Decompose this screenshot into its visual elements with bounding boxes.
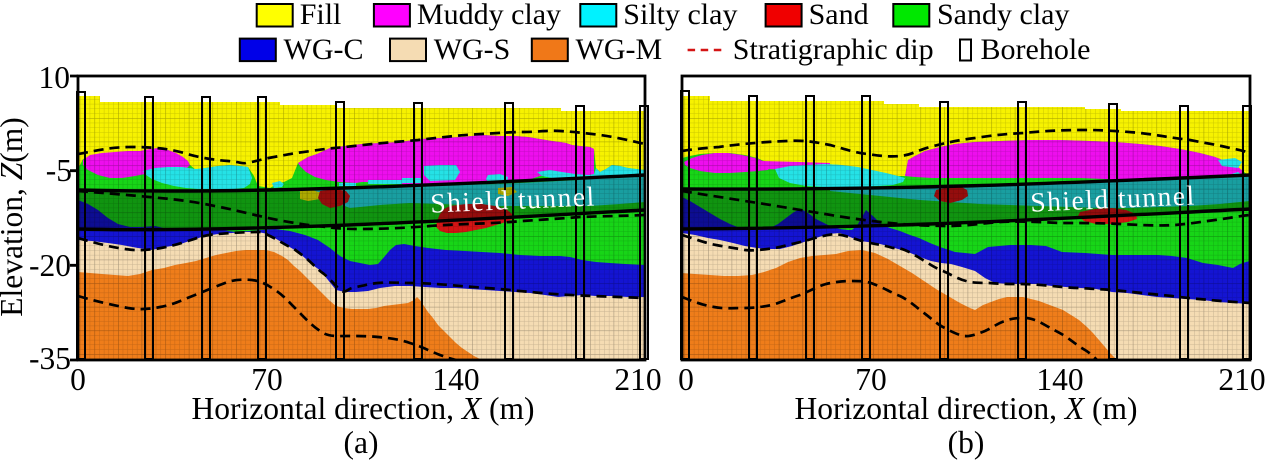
svg-text:(b): (b) [948, 425, 985, 460]
svg-text:Shield tunnel: Shield tunnel [430, 180, 597, 218]
svg-text:-35: -35 [29, 341, 71, 376]
svg-text:Silty clay: Silty clay [623, 0, 737, 31]
svg-text:140: 140 [1036, 362, 1083, 397]
svg-text:70: 70 [855, 362, 887, 397]
svg-text:70: 70 [251, 362, 283, 397]
svg-text:(a): (a) [344, 425, 379, 460]
svg-text:Borehole: Borehole [981, 33, 1091, 66]
svg-text:Muddy clay: Muddy clay [417, 0, 561, 31]
svg-text:210: 210 [1218, 362, 1265, 397]
svg-text:210: 210 [614, 362, 661, 397]
svg-text:WG-M: WG-M [576, 33, 663, 66]
svg-text:Stratigraphic dip: Stratigraphic dip [733, 33, 934, 66]
svg-text:Elevation, Z(m): Elevation, Z(m) [0, 117, 29, 316]
svg-text:Horizontal direction, X (m): Horizontal direction, X (m) [795, 391, 1138, 426]
svg-text:Sandy clay: Sandy clay [937, 0, 1069, 31]
svg-text:-20: -20 [29, 248, 71, 283]
svg-text:WG-S: WG-S [434, 33, 511, 66]
svg-text:0: 0 [70, 362, 86, 397]
svg-text:10: 10 [39, 60, 71, 95]
svg-text:Shield tunnel: Shield tunnel [1030, 179, 1197, 217]
svg-text:Fill: Fill [300, 0, 342, 31]
svg-text:0: 0 [678, 362, 694, 397]
svg-text:140: 140 [432, 362, 479, 397]
svg-text:-5: -5 [46, 153, 72, 188]
svg-text:Sand: Sand [809, 0, 869, 31]
svg-text:Horizontal direction, X (m): Horizontal direction, X (m) [192, 391, 535, 426]
svg-text:WG-C: WG-C [284, 33, 364, 66]
